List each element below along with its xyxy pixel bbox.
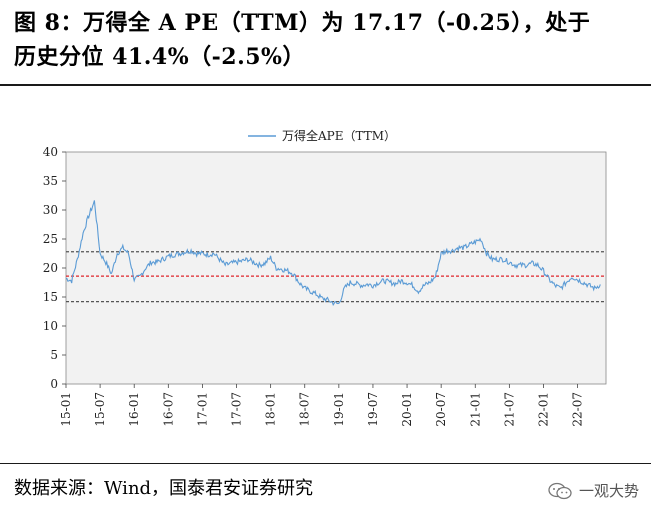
x-tick-label: 15-07	[93, 392, 107, 427]
y-tick-label: 40	[43, 145, 58, 159]
series-line	[66, 200, 601, 306]
figure-title: 图 8：万得全 A PE（TTM）为 17.17（-0.25），处于 历史分位 …	[14, 6, 642, 74]
x-tick-label: 16-01	[127, 392, 141, 427]
x-tick-label: 18-01	[264, 392, 278, 427]
x-tick-label: 20-01	[400, 392, 414, 427]
x-tick-label: 21-07	[502, 392, 516, 427]
x-tick-label: 19-07	[366, 392, 380, 427]
y-tick-label: 35	[43, 174, 58, 188]
data-source-note: 数据来源：Wind，国泰君安证券研究	[14, 478, 314, 499]
title-divider	[0, 84, 651, 86]
figure-title-line1: 图 8：万得全 A PE（TTM）为 17.17（-0.25），处于	[14, 10, 591, 36]
x-tick-label: 17-01	[195, 392, 209, 427]
y-tick-label: 10	[43, 319, 58, 333]
watermark: 一观大势	[547, 480, 639, 501]
x-tick-label: 19-01	[332, 392, 346, 427]
y-tick-label: 0	[50, 377, 58, 391]
x-tick-label: 21-01	[468, 392, 482, 427]
y-tick-label: 5	[50, 348, 58, 362]
legend-label: 万得全APE（TTM）	[282, 128, 396, 143]
figure-title-line2: 历史分位 41.4%（-2.5%）	[14, 44, 305, 70]
x-tick-label: 20-07	[434, 392, 448, 427]
x-tick-label: 18-07	[298, 392, 312, 427]
x-tick-label: 15-01	[59, 392, 73, 427]
pe-line-chart: 0 5 10 15 20 25 30 35 40 15-01 15-07 16-01 16-07 17-0…	[43, 128, 607, 427]
x-tick-label: 17-07	[230, 392, 244, 427]
x-tick-label: 16-07	[161, 392, 175, 427]
wechat-icon	[548, 482, 572, 499]
plot-area	[65, 151, 607, 385]
x-tick-label: 22-07	[571, 392, 585, 427]
y-tick-label: 25	[43, 232, 58, 246]
watermark-text: 一观大势	[578, 482, 639, 500]
y-tick-label: 20	[43, 261, 58, 275]
y-tick-label: 15	[43, 290, 58, 304]
footer-divider	[0, 463, 651, 464]
y-tick-label: 30	[43, 203, 58, 217]
x-tick-label: 22-01	[536, 392, 550, 427]
